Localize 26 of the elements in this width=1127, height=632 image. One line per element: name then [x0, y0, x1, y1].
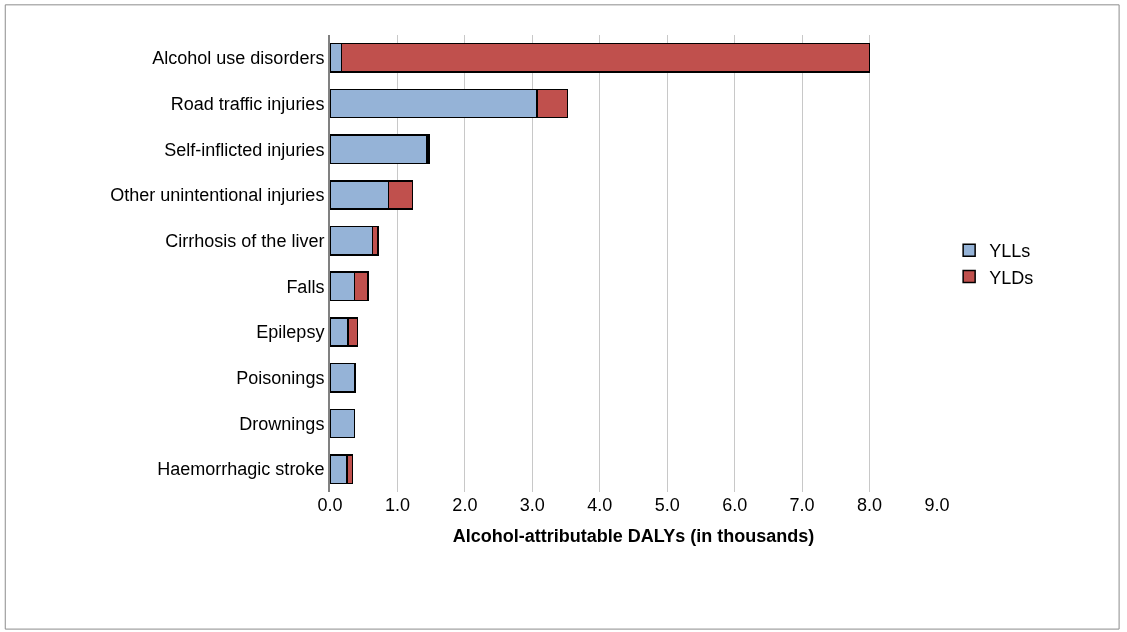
x-tick-label: 2.0: [452, 495, 478, 515]
y-tick-label: Falls: [286, 276, 325, 297]
x-tick-label: 0.0: [317, 495, 343, 515]
x-tick-label: 3.0: [519, 495, 545, 515]
y-tick-label: Alcohol use disorders: [152, 48, 325, 69]
y-tick-label: Road traffic injuries: [170, 93, 325, 114]
x-tick-label: 5.0: [654, 495, 680, 515]
y-tick-label: Poisonings: [236, 368, 325, 389]
x-tick-label: 1.0: [384, 495, 410, 515]
x-axis-title: Alcohol-attributable DALYs (in thousands): [452, 526, 815, 547]
y-tick-label: Haemorrhagic stroke: [157, 459, 325, 480]
x-tick-label: 7.0: [789, 495, 815, 515]
y-tick-label: Other unintentional injuries: [110, 185, 325, 206]
y-tick-label: Epilepsy: [256, 322, 325, 343]
x-tick-label: 9.0: [924, 495, 950, 515]
x-tick-label: 6.0: [722, 495, 748, 515]
x-tick-label: 4.0: [587, 495, 613, 515]
legend-label: YLLs: [989, 241, 1031, 262]
y-tick-label: Cirrhosis of the liver: [165, 230, 325, 251]
bar: [330, 134, 428, 165]
y-tick-label: Self-inflicted injuries: [164, 139, 325, 160]
y-tick-label: Drownings: [239, 413, 325, 434]
bar: [330, 362, 356, 393]
legend-label: YLDs: [989, 267, 1034, 288]
bar: [330, 408, 356, 439]
x-tick-label: 8.0: [857, 495, 883, 515]
